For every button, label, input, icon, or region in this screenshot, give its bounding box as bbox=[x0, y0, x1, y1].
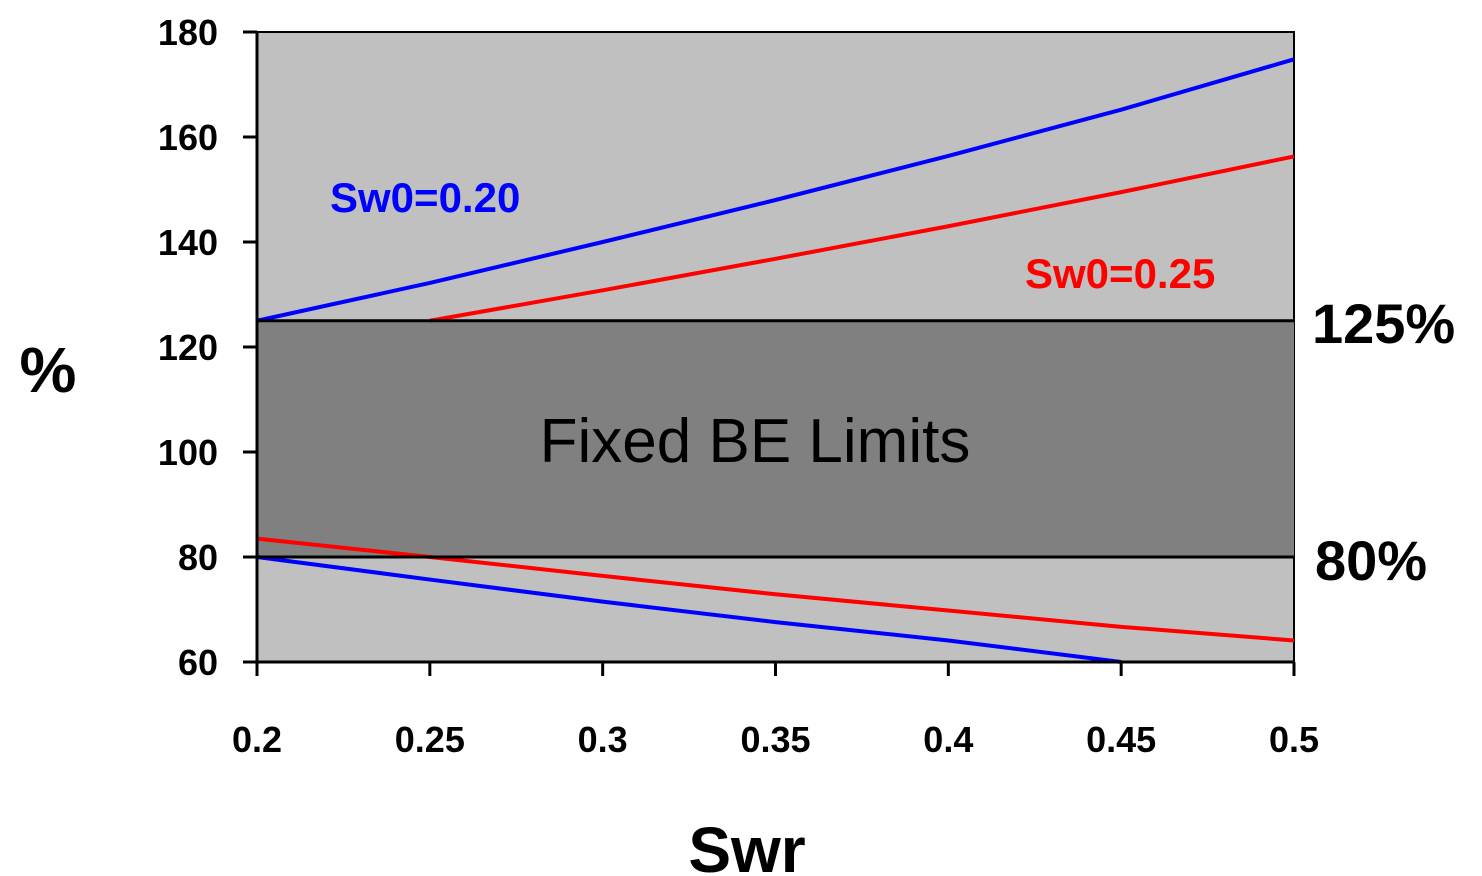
series-lines bbox=[256, 57, 1295, 664]
series-label-sw0-020: Sw0=0.20 bbox=[330, 174, 520, 221]
y-tick-label: 60 bbox=[178, 642, 218, 683]
lower-limit-label: 80% bbox=[1315, 529, 1427, 592]
upper-limit-label: 125% bbox=[1312, 292, 1455, 355]
x-tick-label: 0.35 bbox=[740, 719, 810, 760]
y-tick-label: 120 bbox=[158, 327, 218, 368]
ticks: 60 80 100 120 140 160 180 0.2 0.25 0.3 0.35 0.4 0.45… bbox=[158, 12, 1319, 760]
y-tick-label: 100 bbox=[158, 432, 218, 473]
x-tick-label: 0.4 bbox=[923, 719, 973, 760]
y-tick-label: 80 bbox=[178, 537, 218, 578]
band-label: Fixed BE Limits bbox=[540, 407, 971, 476]
series-line-0-lower bbox=[256, 555, 1122, 664]
x-tick-label: 0.3 bbox=[578, 719, 628, 760]
y-tick-label: 160 bbox=[158, 117, 218, 158]
series-label-sw0-025: Sw0=0.25 bbox=[1025, 250, 1215, 297]
x-tick-label: 0.45 bbox=[1086, 719, 1156, 760]
series-line-0-upper bbox=[256, 57, 1295, 323]
y-tick-label: 180 bbox=[158, 12, 218, 53]
fixed-be-limits-band bbox=[257, 320, 1294, 557]
y-axis-title: % bbox=[20, 334, 77, 406]
y-tick-label: 140 bbox=[158, 222, 218, 263]
x-tick-label: 0.2 bbox=[232, 719, 282, 760]
x-axis-title: Swr bbox=[688, 814, 805, 876]
x-tick-label: 0.25 bbox=[395, 719, 465, 760]
series-line-1-upper bbox=[429, 154, 1295, 323]
x-tick-label: 0.5 bbox=[1269, 719, 1319, 760]
